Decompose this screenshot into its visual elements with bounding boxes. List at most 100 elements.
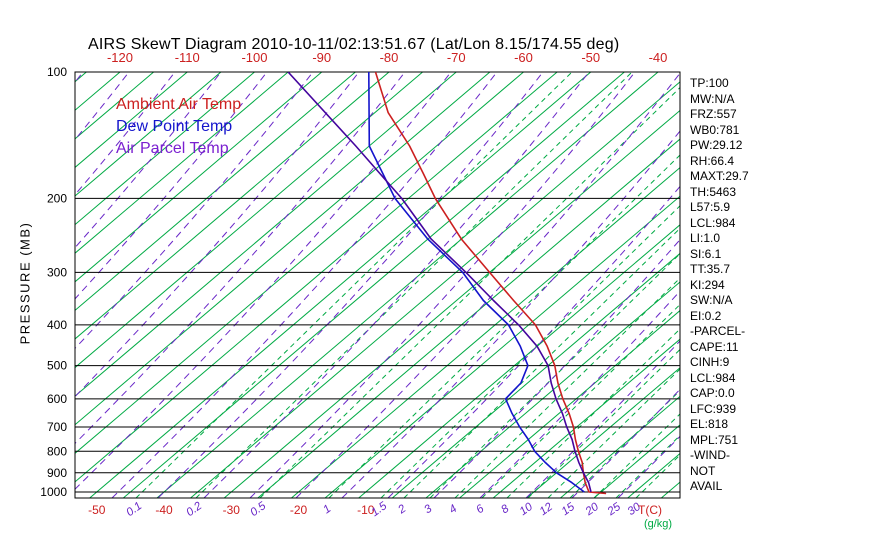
bottom-temp-label: -20	[290, 503, 308, 517]
isotherm-line	[627, 452, 680, 498]
bottom-temp-label: -50	[88, 503, 106, 517]
bottom-temp-label: -30	[223, 503, 241, 517]
adiabat-line	[111, 72, 498, 498]
mixing-ratio-label: 6	[474, 502, 487, 516]
adiabat-line	[387, 185, 680, 498]
stat-line: L57:5.9	[690, 200, 731, 214]
stat-line: CINH:9	[690, 355, 730, 369]
adiabat-line	[341, 130, 680, 498]
top-temp-label: -60	[514, 50, 533, 65]
mixing-ratio-label: 25	[605, 501, 624, 519]
adiabat-line	[75, 72, 360, 398]
stat-line: LFC:939	[690, 401, 737, 416]
mixing-ratio-label: 0.5	[248, 500, 268, 519]
isotherm-line	[75, 72, 323, 283]
temp-units-label: T(C)	[638, 503, 662, 517]
stats-panel: TP:100 MW:N/A FRZ:557 WB0:781 PW:29.12 RH:66.…	[690, 76, 749, 495]
plot-border	[74, 71, 681, 499]
bottom-temp-label: -10	[357, 503, 375, 517]
isotherm-line	[0, 72, 19, 498]
stat-line: KI:294	[690, 277, 725, 292]
adiabat-line	[571, 388, 680, 498]
adiabat-line	[75, 72, 406, 445]
adiabat-line	[75, 72, 452, 490]
isotherm-line	[75, 72, 524, 454]
pressure-tick-label: 500	[47, 359, 67, 373]
top-temp-label: -90	[312, 50, 331, 65]
isotherm-line	[358, 224, 680, 498]
adiabat-line	[479, 290, 680, 498]
stat-line: -WIND-	[690, 448, 730, 462]
mixing-units-label: (g/kg)	[644, 518, 672, 530]
stat-line: TH:5463	[690, 184, 737, 199]
legend-air-parcel-temp: Air Parcel Temp	[116, 140, 229, 157]
mixing-ratio-line	[454, 277, 680, 498]
adiabat-line	[249, 72, 636, 498]
adiabat-line	[617, 435, 680, 498]
isotherm-line	[223, 109, 680, 498]
stat-line: -PARCEL-	[690, 324, 746, 338]
stat-line: FRZ:557	[690, 107, 737, 121]
isotherm-line	[391, 252, 680, 498]
pressure-tick-label: 600	[47, 392, 67, 406]
isotherm-line	[75, 72, 423, 369]
stat-line: EL:818	[690, 417, 729, 431]
mixing-ratio-label: 10	[518, 501, 536, 519]
adiabat-line	[203, 72, 590, 498]
series-dew-point-temp	[368, 72, 585, 493]
chart-title: AIRS SkewT Diagram 2010-10-11/02:13:51.6…	[88, 36, 620, 53]
isotherm-line	[75, 72, 356, 312]
pressure-tick-label: 900	[47, 466, 67, 480]
mixing-ratio-label: 1	[321, 503, 333, 517]
top-temp-label: -110	[175, 50, 200, 65]
isotherm-line	[729, 72, 870, 498]
pressure-tick-label: 1000	[40, 485, 67, 499]
isotherm-line	[75, 72, 87, 83]
stat-line: LI:1.0	[690, 231, 721, 245]
mixing-ratio-line	[429, 253, 680, 498]
stat-line: TP:100	[690, 76, 729, 90]
pressure-axis-title: PRESSURE (MB)	[17, 221, 33, 345]
adiabat-line	[295, 72, 680, 498]
isotherm-line	[75, 72, 222, 197]
isotherm-line	[75, 72, 188, 169]
top-temp-label: -80	[380, 50, 399, 65]
stat-line: MPL:751	[690, 432, 739, 447]
stat-line: EI:0.2	[690, 308, 722, 323]
isotherm-line	[190, 81, 680, 498]
isotherm-line	[75, 72, 491, 426]
mixing-ratio-label: 0.1	[124, 500, 144, 519]
mixing-ratio-label: 8	[499, 502, 512, 516]
stat-line: MAXT:29.7	[690, 169, 749, 183]
isotherm-line	[75, 72, 255, 226]
stat-line: TT:35.7	[690, 262, 731, 276]
stat-line: WB0:781	[690, 122, 740, 137]
stat-line: NOT	[690, 463, 716, 478]
stat-line: CAPE:11	[690, 339, 739, 354]
top-temp-label: -40	[649, 50, 668, 65]
pressure-tick-label: 200	[47, 191, 67, 205]
mixing-ratio-label: 15	[560, 501, 578, 519]
mixing-ratio-label: 12	[538, 501, 556, 519]
stat-line: AVAIL	[690, 479, 723, 493]
bottom-temp-label: -40	[155, 503, 173, 517]
mixing-ratio-label: 4	[447, 503, 459, 517]
pressure-tick-label: 400	[47, 318, 67, 332]
top-temp-label: -50	[581, 50, 600, 65]
series-ambient-air-temp	[374, 72, 607, 495]
isotherm-line	[75, 72, 289, 254]
mixing-ratio-line	[403, 227, 680, 498]
adiabat-line	[157, 72, 544, 498]
legend-ambient-air-temp: Ambient Air Temp	[116, 96, 242, 113]
legend: Ambient Air Temp Dew Point Temp Air Parc…	[116, 94, 241, 160]
stat-line: SI:6.1	[690, 246, 722, 261]
mixing-ratio-line	[506, 328, 680, 498]
top-temp-label: -70	[447, 50, 466, 65]
mixing-ratio-label: 20	[583, 501, 602, 519]
adiabat-line	[75, 72, 268, 300]
top-temp-label: -120	[107, 50, 133, 65]
stat-line: SW:N/A	[690, 293, 733, 307]
stat-line: PW:29.12	[690, 138, 743, 152]
isotherm-line	[257, 138, 680, 498]
